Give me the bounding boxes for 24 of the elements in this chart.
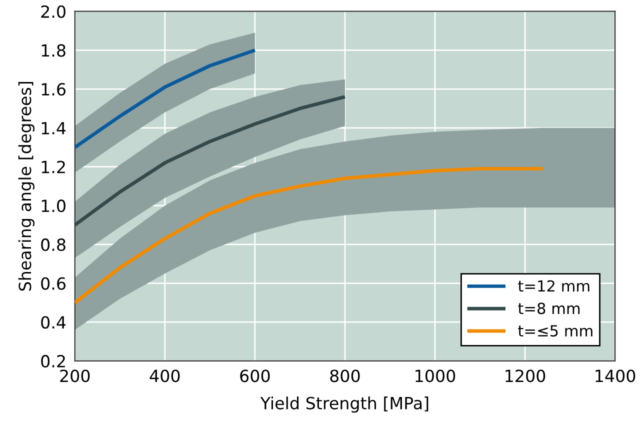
legend-label: t=12 mm xyxy=(518,280,590,292)
x-axis-title: Yield Strength [MPa] xyxy=(260,396,428,413)
line-series xyxy=(74,48,257,150)
y-tick-label: 2.0 xyxy=(41,5,66,18)
y-tick-label: 1.0 xyxy=(42,200,66,212)
y-tick-label: 0.4 xyxy=(41,316,66,329)
line-series xyxy=(74,95,347,227)
x-tick-label: 1000 xyxy=(416,370,456,382)
x-tick-label: 400 xyxy=(150,370,180,382)
y-axis-title: Shearing angle [degrees] xyxy=(18,82,34,291)
y-tick-label: 1.4 xyxy=(42,122,66,134)
y-tick-label: 0.8 xyxy=(41,238,66,251)
legend-label: t=≤5 mm xyxy=(518,325,592,337)
x-tick-label: 800 xyxy=(330,370,360,382)
x-tick-label: 1400 xyxy=(596,370,636,382)
legend-label: t=8 mm xyxy=(518,302,580,314)
x-tick-label: 600 xyxy=(240,370,270,382)
x-tick-label: 200 xyxy=(60,370,90,382)
y-tick-label: 0.6 xyxy=(41,277,66,290)
y-tick-label: 1.8 xyxy=(42,44,66,57)
x-tick-label: 1200 xyxy=(506,370,546,382)
y-tick-label: 1.2 xyxy=(42,160,65,174)
y-tick-label: 0.2 xyxy=(41,354,65,368)
y-tick-label: 1.6 xyxy=(42,83,66,96)
